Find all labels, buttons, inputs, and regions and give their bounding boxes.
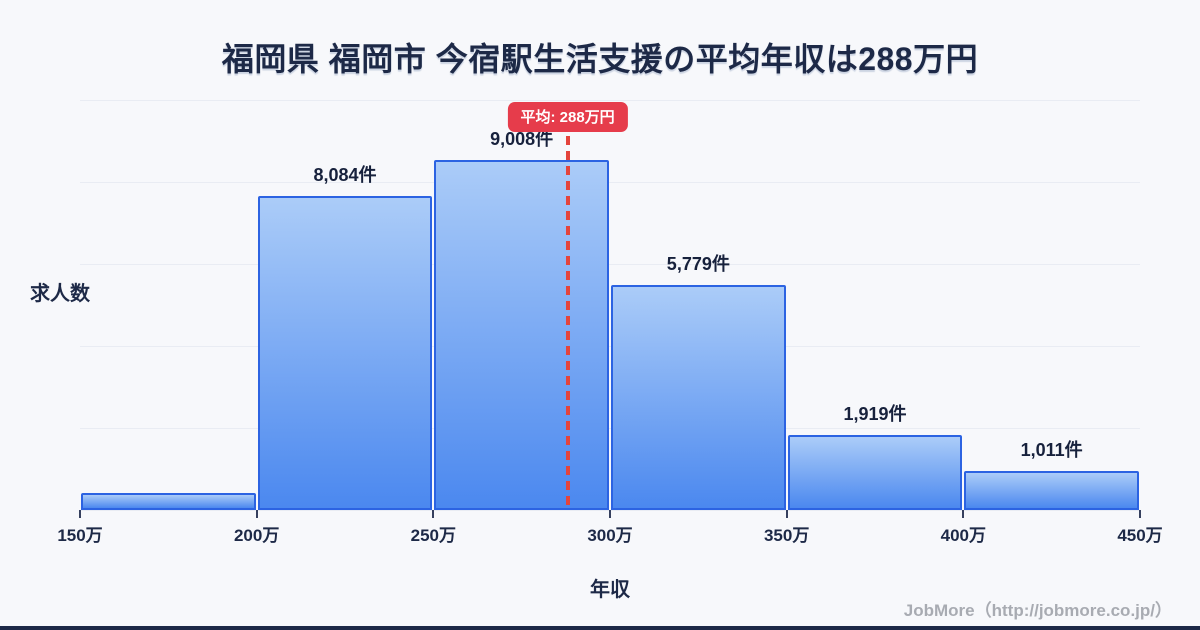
bar-count-label: 1,011件 <box>1020 439 1083 460</box>
y-axis-label: 求人数 <box>30 283 90 305</box>
chart-title: 福岡県 福岡市 今宿駅生活支援の平均年収は288万円 <box>221 41 979 77</box>
x-tick-mark <box>1139 510 1141 518</box>
x-tick-label: 250万 <box>410 526 457 545</box>
footer-credit: JobMore（http://jobmore.co.jp/） <box>903 601 1172 620</box>
bottom-accent-bar <box>0 626 1200 630</box>
bar <box>434 159 609 510</box>
x-tick-mark <box>432 510 435 518</box>
bar <box>81 492 256 510</box>
x-tick-mark <box>255 510 258 518</box>
x-tick-label: 300万 <box>587 526 633 545</box>
x-tick-mark <box>785 510 788 518</box>
x-tick-label: 150万 <box>57 526 103 545</box>
x-tick-mark <box>609 510 611 518</box>
bar-count-label: 9,008件 <box>490 128 554 149</box>
x-tick-label: 350万 <box>763 526 810 545</box>
gridline <box>80 100 1140 101</box>
bar <box>611 285 786 510</box>
x-tick-mark <box>962 510 965 518</box>
bar <box>257 195 433 510</box>
gridline <box>80 346 1140 347</box>
bar <box>787 435 963 510</box>
gridline <box>80 182 1140 183</box>
gridline <box>80 264 1140 265</box>
x-tick-label: 450万 <box>1117 526 1163 545</box>
x-tick-label: 400万 <box>940 526 987 545</box>
bar-count-label: 8,084件 <box>313 164 377 185</box>
bar <box>964 470 1139 510</box>
bar-count-label: 5,779件 <box>666 254 730 275</box>
x-tick-mark <box>79 510 81 518</box>
gridline <box>80 428 1140 429</box>
x-axis-label: 年収 <box>590 579 630 601</box>
mean-line <box>565 136 570 510</box>
mean-badge: 平均: 288万円 <box>507 102 628 132</box>
bar-count-label: 1,919件 <box>843 404 907 425</box>
plot-area: 8,084件 9,008件 5,779件 1,919件 1,011件 平均: 288万円… <box>57 100 1163 545</box>
x-tick-label: 200万 <box>233 526 280 545</box>
